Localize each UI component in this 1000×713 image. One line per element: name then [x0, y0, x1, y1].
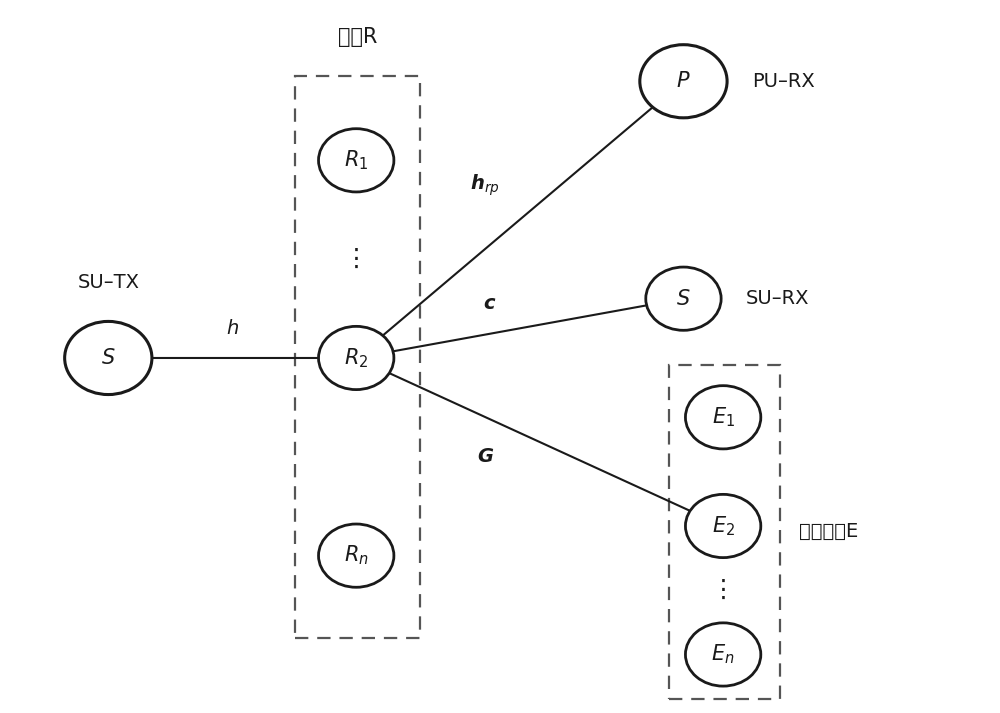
Ellipse shape: [685, 386, 761, 449]
Ellipse shape: [640, 45, 727, 118]
Text: $E_2$: $E_2$: [712, 514, 735, 538]
Text: $\boldsymbol{c}$: $\boldsymbol{c}$: [483, 294, 497, 313]
Text: $R_1$: $R_1$: [344, 148, 368, 172]
Text: $h$: $h$: [226, 319, 239, 338]
Bar: [295, 76, 420, 637]
Text: ⋮: ⋮: [344, 247, 369, 271]
Ellipse shape: [685, 623, 761, 686]
Ellipse shape: [685, 494, 761, 558]
Text: $S$: $S$: [101, 348, 116, 368]
Bar: [669, 365, 780, 699]
Text: $\boldsymbol{G}$: $\boldsymbol{G}$: [477, 447, 494, 466]
Text: SU–TX: SU–TX: [77, 273, 139, 292]
Text: $R_2$: $R_2$: [344, 347, 368, 370]
Ellipse shape: [319, 128, 394, 192]
Text: ⋮: ⋮: [711, 578, 736, 602]
Text: $E_1$: $E_1$: [712, 406, 735, 429]
Text: 窃听节点E: 窃听节点E: [799, 523, 859, 541]
Ellipse shape: [319, 327, 394, 389]
Text: $S$: $S$: [676, 289, 691, 309]
Text: SU–RX: SU–RX: [746, 289, 809, 308]
Text: PU–RX: PU–RX: [752, 72, 815, 91]
Ellipse shape: [65, 322, 152, 394]
Text: $R_n$: $R_n$: [344, 544, 369, 568]
Ellipse shape: [646, 267, 721, 330]
Text: $E_n$: $E_n$: [711, 642, 735, 666]
Ellipse shape: [319, 524, 394, 588]
Text: 中继R: 中继R: [338, 26, 377, 46]
Text: $\boldsymbol{h}_{rp}$: $\boldsymbol{h}_{rp}$: [470, 173, 500, 198]
Text: $P$: $P$: [676, 71, 691, 91]
